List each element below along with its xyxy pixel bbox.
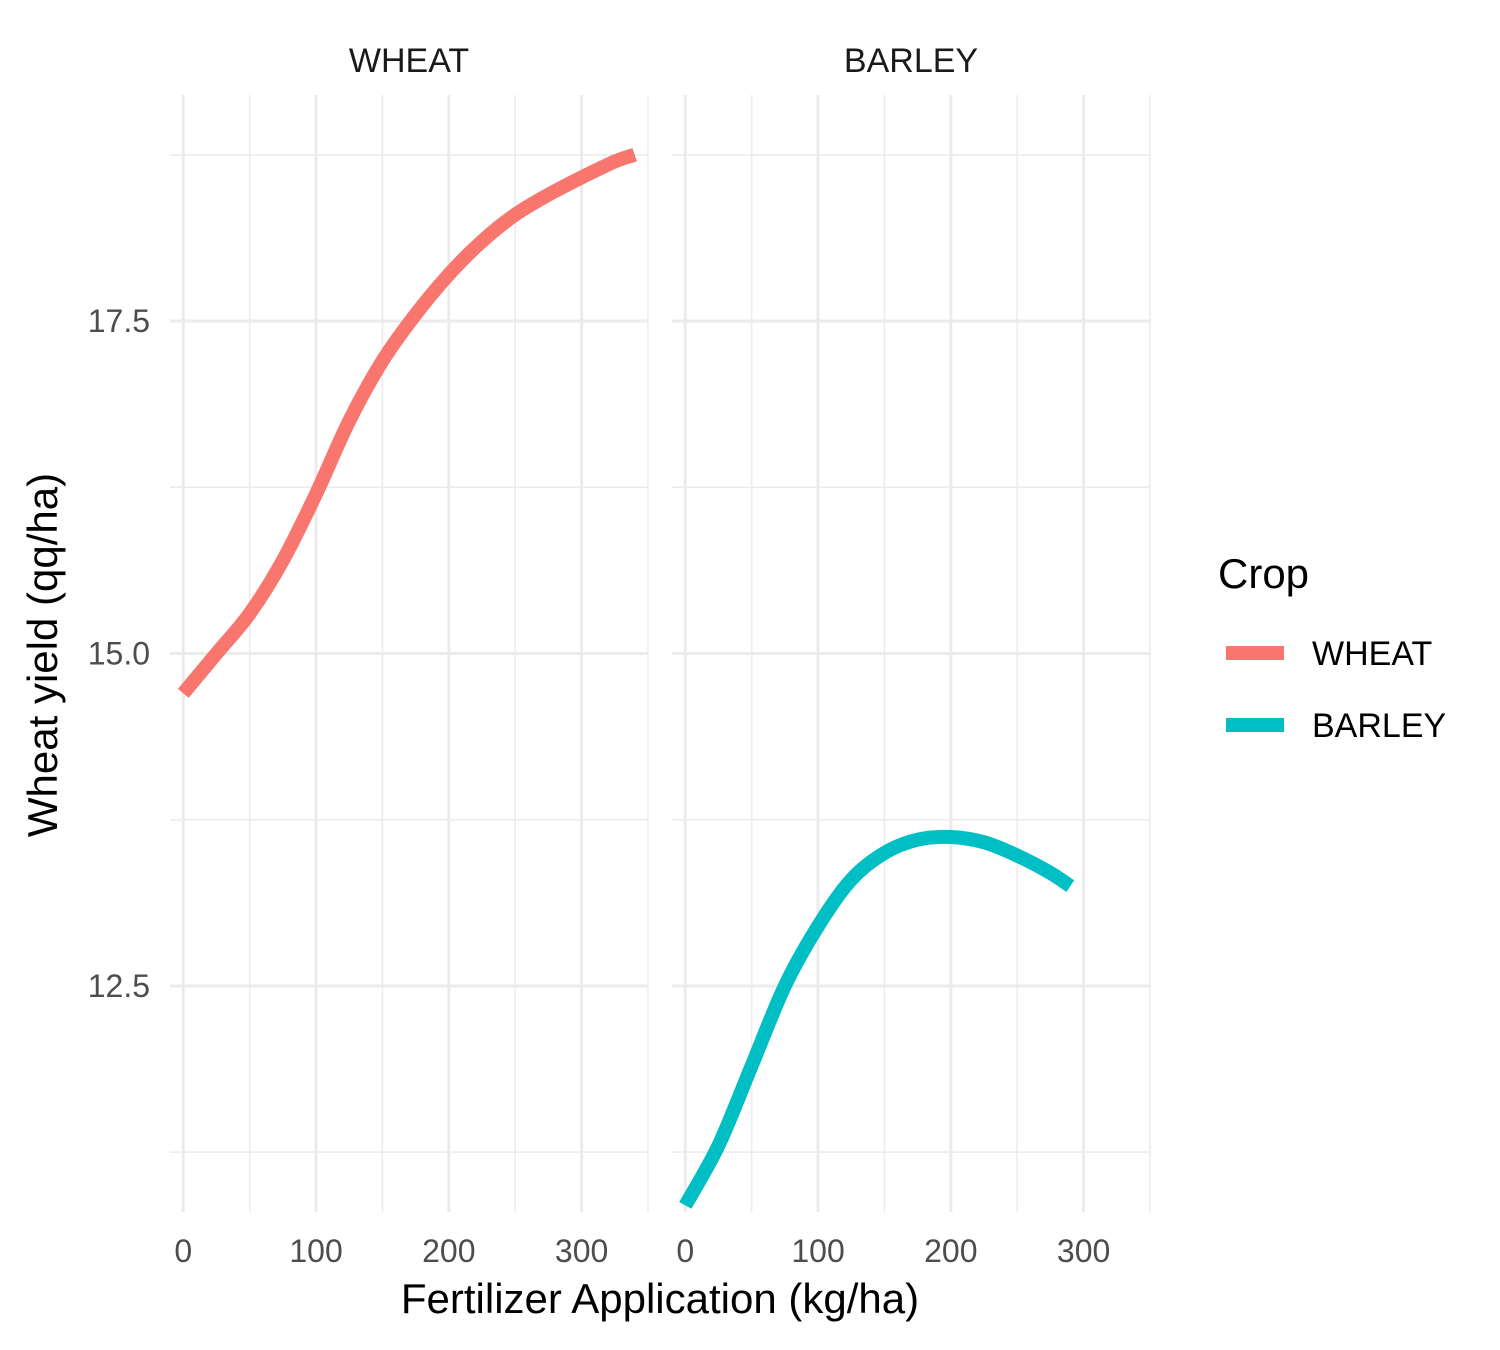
x-tick-label: 300 [555,1233,608,1269]
y-axis-title: Wheat yield (qq/ha) [19,473,66,837]
y-tick-label: 15.0 [88,636,150,672]
panel-wheat: WHEAT 0 100 200 300 12.5 15.0 17.5 [88,42,649,1269]
y-tick-label: 12.5 [88,968,150,1004]
x-tick-label: 0 [676,1233,694,1269]
series-line-barley [679,829,1075,1209]
x-tick-label: 200 [924,1233,977,1269]
legend-label-barley: BARLEY [1312,707,1446,745]
x-tick-label: 300 [1057,1233,1110,1269]
x-axis-title: Fertilizer Application (kg/ha) [401,1275,919,1322]
facet-panels: WHEAT 0 100 200 300 12.5 15.0 17.5 BARLEY 0 100 200… [88,42,1151,1269]
x-tick-label: 0 [174,1233,192,1269]
legend: Crop WHEAT BARLEY [1218,550,1446,745]
x-tick-label: 100 [791,1233,844,1269]
legend-title: Crop [1218,550,1309,597]
facet-label-wheat: WHEAT [349,42,469,80]
panel-barley: BARLEY 0 100 200 300 [672,42,1151,1269]
facet-label-barley: BARLEY [844,42,978,80]
legend-label-wheat: WHEAT [1312,635,1432,673]
series-line-wheat [177,148,637,698]
y-tick-label: 17.5 [88,303,150,339]
x-tick-label: 100 [289,1233,342,1269]
x-tick-label: 200 [422,1233,475,1269]
